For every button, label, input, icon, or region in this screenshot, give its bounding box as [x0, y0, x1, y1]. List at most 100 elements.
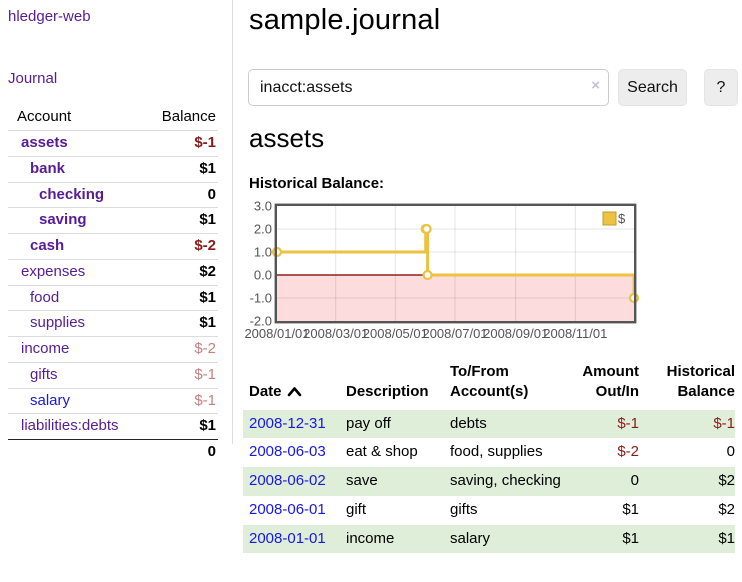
legend-label: $ [618, 211, 626, 226]
transaction-balance: $2 [718, 500, 735, 518]
transaction-accounts: gifts [450, 500, 478, 518]
y-tick-label: 3.0 [254, 199, 272, 214]
account-link[interactable]: income [21, 340, 70, 357]
account-row: food $1 [8, 285, 218, 311]
account-link[interactable]: assets [21, 134, 68, 151]
register-header-description: Description [346, 383, 429, 401]
accounts-total-balance: 0 [207, 443, 216, 460]
accounts-total-row: 0 [8, 439, 218, 465]
transaction-balance: $1 [718, 529, 735, 547]
negative-region [277, 275, 634, 321]
page-title: sample.journal [249, 4, 441, 36]
transaction-amount: $-2 [617, 443, 639, 461]
transaction-accounts: debts [450, 414, 487, 432]
accounts-body: assets $-1 bank $1 checking 0 saving $1 cash $-2 e… [8, 130, 218, 440]
search-box: × [248, 69, 609, 106]
register-row: 2008-06-02 save saving, checking 0 $2 [243, 467, 735, 496]
account-row: assets $-1 [8, 130, 218, 157]
search-form: × Search ? [248, 69, 738, 106]
transaction-date-link[interactable]: 2008-06-02 [249, 472, 326, 489]
data-point [422, 269, 433, 281]
transaction-description: pay off [346, 414, 391, 432]
account-balance: $1 [199, 417, 216, 435]
transaction-description: gift [346, 500, 367, 518]
transaction-date-link[interactable]: 2008-06-03 [249, 443, 326, 461]
account-row: saving $1 [8, 207, 218, 234]
transaction-description: save [346, 472, 378, 489]
transaction-accounts: salary [450, 529, 491, 547]
clear-search-icon[interactable]: × [591, 77, 600, 94]
account-heading: assets [249, 123, 325, 153]
legend-swatch [602, 211, 617, 226]
account-row: income $-2 [8, 336, 218, 363]
account-link[interactable]: food [30, 288, 60, 306]
chart-frame [274, 203, 637, 324]
register-header-accounts: To/From Account(s) [450, 363, 529, 401]
account-row: checking 0 [8, 182, 218, 208]
search-button[interactable]: Search [618, 69, 687, 106]
transaction-description: eat & shop [346, 443, 418, 461]
x-tick-label: 2008/03/01 [303, 326, 368, 341]
x-tick-label: 2008/01/01 [244, 326, 309, 341]
account-balance: $1 [199, 288, 216, 306]
account-balance: $1 [199, 211, 216, 229]
help-button[interactable]: ? [704, 69, 738, 106]
transaction-amount: 0 [630, 472, 639, 489]
x-tick-label: 2008/09/01 [483, 326, 548, 341]
register-header-amount: Amount Out/In [582, 363, 639, 401]
account-balance: $1 [199, 314, 216, 332]
account-row: bank $1 [8, 156, 218, 182]
y-tick-label: -1.0 [250, 291, 272, 306]
account-link[interactable]: expenses [21, 262, 86, 280]
transaction-date-link[interactable]: 2008-01-01 [249, 529, 326, 547]
transaction-amount: $1 [622, 529, 639, 547]
register-header-date[interactable]: Date [243, 360, 346, 410]
transaction-amount: $-1 [617, 414, 639, 432]
account-link[interactable]: gifts [30, 365, 58, 383]
register-row: 2008-01-01 income salary $1 $1 [243, 524, 735, 554]
transaction-accounts: saving, checking [450, 472, 561, 489]
accounts-table: Account Balance assets $-1 bank $1 checking 0… [8, 104, 218, 465]
y-tick-label: 2.0 [254, 222, 272, 237]
account-balance: $-2 [194, 340, 216, 357]
account-link[interactable]: salary [30, 391, 71, 409]
sort-asc-icon [287, 387, 301, 397]
account-link[interactable]: supplies [30, 314, 86, 332]
transaction-balance: $2 [718, 472, 735, 489]
account-link[interactable]: bank [30, 159, 66, 177]
register-row: 2008-12-31 pay off debts $-1 $-1 [243, 409, 735, 439]
register-row: 2008-06-03 eat & shop food, supplies $-2 0 [243, 438, 735, 467]
chart-title: Historical Balance: [249, 175, 385, 192]
search-input[interactable] [248, 69, 609, 106]
account-row: expenses $2 [8, 259, 218, 285]
account-row: gifts $-1 [8, 362, 218, 388]
brand-link[interactable]: hledger-web [8, 8, 91, 25]
account-link[interactable]: cash [30, 237, 65, 254]
transaction-date-link[interactable]: 2008-12-31 [249, 414, 326, 432]
account-link[interactable]: liabilities:debts [21, 417, 119, 435]
y-tick-label: -2.0 [250, 314, 272, 329]
transaction-amount: $1 [622, 500, 639, 518]
transaction-balance: $-1 [713, 414, 735, 432]
sidebar: hledger-web Journal Account Balance asse… [0, 0, 233, 460]
transaction-date-link[interactable]: 2008-06-01 [249, 500, 326, 518]
account-balance: $-2 [194, 237, 216, 254]
register-row: 2008-06-01 gift gifts $1 $2 [243, 496, 735, 525]
register-body: 2008-12-31 pay off debts $-1 $-1 2008-06-03 ea… [243, 409, 735, 554]
sidebar-item-journal[interactable]: Journal [8, 70, 58, 87]
account-balance: $2 [199, 262, 216, 280]
account-link[interactable]: saving [39, 211, 87, 229]
transaction-accounts: food, supplies [450, 443, 543, 461]
register-header-balance: Historical Balance [666, 363, 735, 401]
x-tick-label: 2008/11/01 [543, 326, 607, 341]
account-balance: $-1 [194, 134, 216, 151]
x-tick-label: 2008/05/01 [363, 326, 428, 341]
y-tick-label: 0.0 [254, 268, 272, 283]
accounts-header-balance: Balance [161, 108, 216, 125]
historical-balance-chart: $3.0 2.0 1.0 0.0 -1.0 -2.0 2008/01/01 2008/03/0… [244, 196, 742, 348]
y-tick-label: 1.0 [254, 245, 272, 260]
register-table: Date Description To/From Account(s) Amou… [243, 360, 735, 554]
account-link[interactable]: checking [39, 185, 105, 203]
account-balance: $-1 [194, 365, 216, 383]
